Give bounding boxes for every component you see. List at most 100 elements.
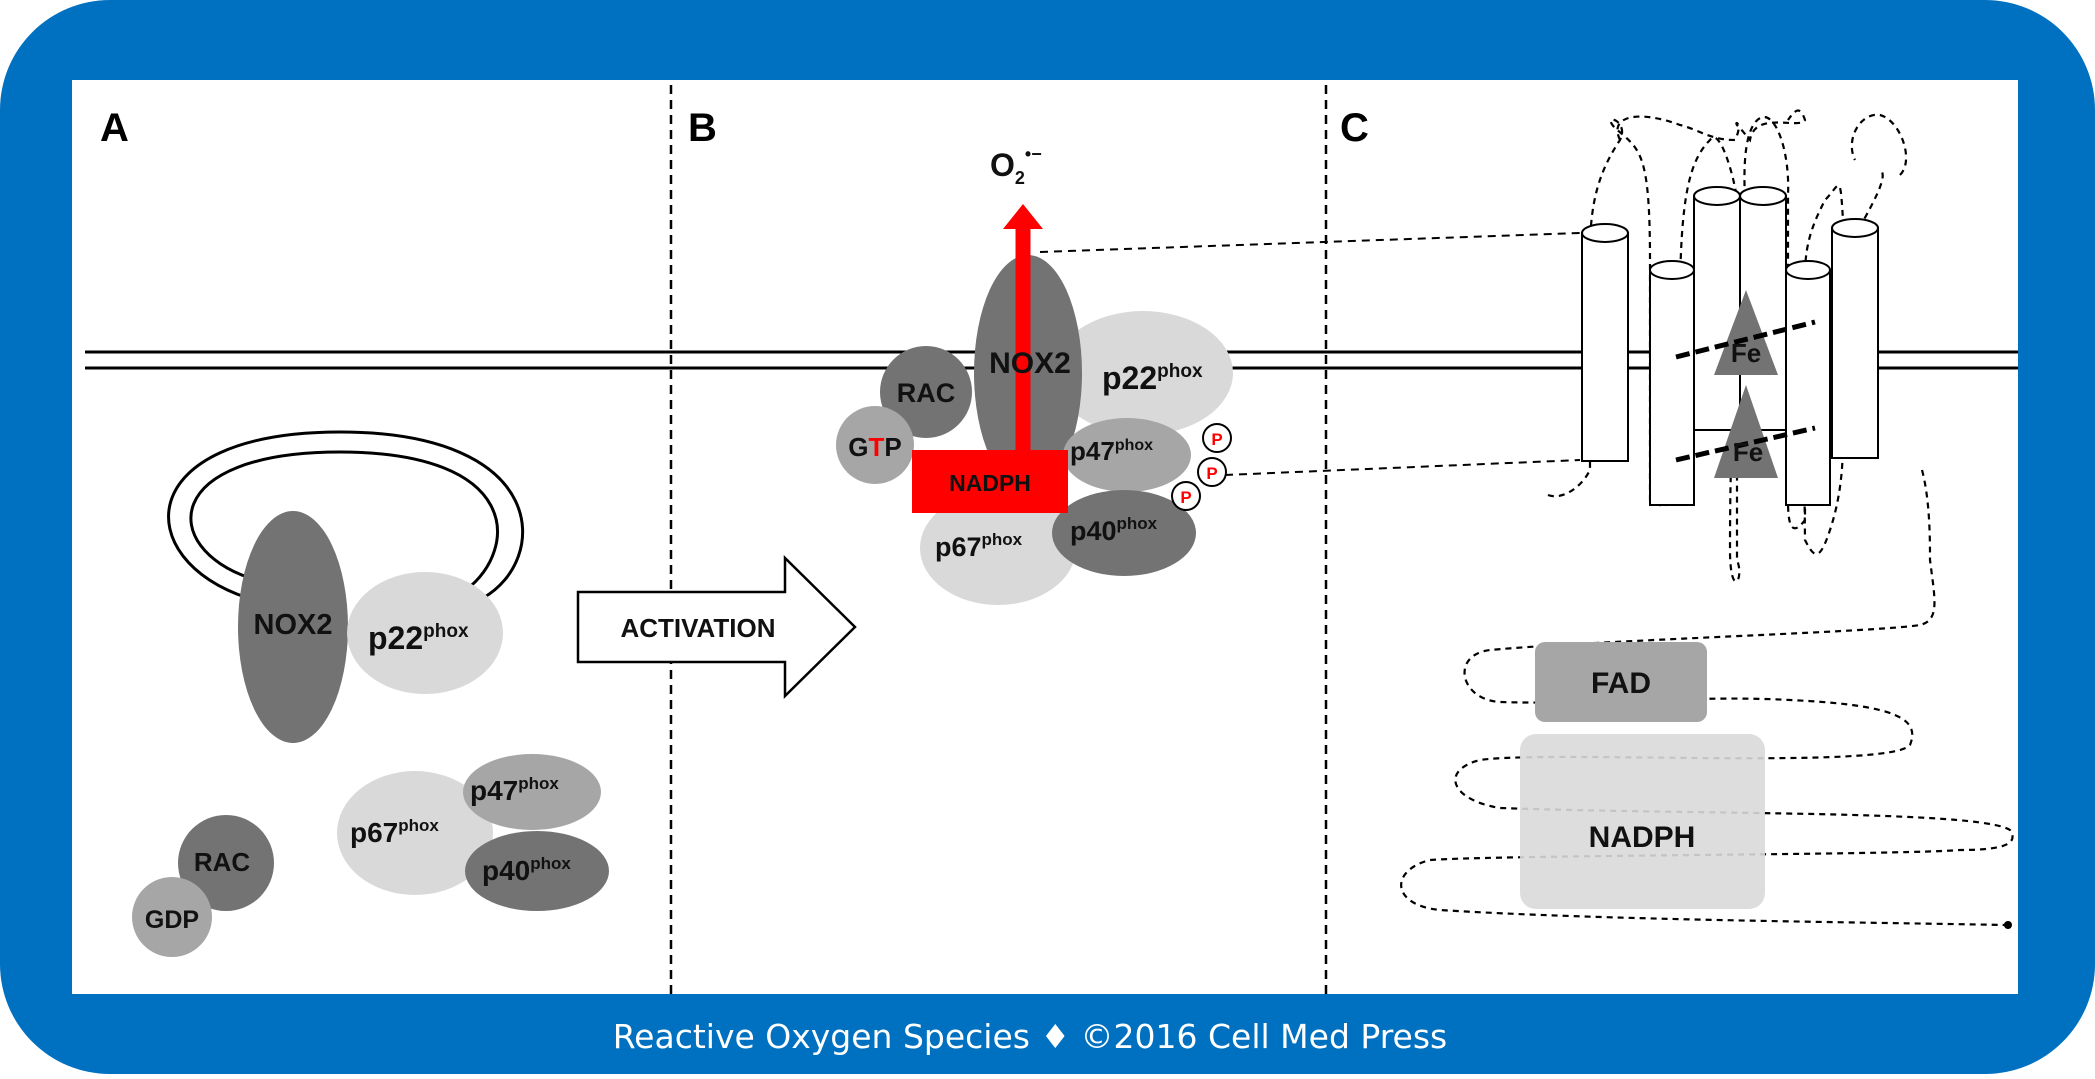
panel-b: NADPH NOX2 p22phox RAC GTP p67phox p47ph… <box>836 144 1581 605</box>
p22-ellipse-a <box>347 572 503 694</box>
rac-label-a: RAC <box>194 847 251 877</box>
p67-ellipse-b <box>920 491 1076 605</box>
p47-sup-b: phox <box>1115 437 1153 454</box>
nadph-label-c: NADPH <box>1589 821 1696 854</box>
nadph-label-b: NADPH <box>949 470 1031 496</box>
p67-base-b: p67 <box>935 532 982 562</box>
o2-sup: •− <box>1025 144 1042 164</box>
helix-2-top <box>1649 260 1695 280</box>
heme-bridge-1 <box>1675 319 1816 360</box>
helix-6 <box>1831 227 1879 459</box>
phospho-circle-2 <box>1197 457 1227 487</box>
helix-1 <box>1581 232 1629 462</box>
gdp-circle-a <box>132 877 212 957</box>
p40-ellipse-a <box>465 831 609 911</box>
p47-ellipse-a <box>463 754 601 830</box>
p22-base: p22 <box>368 620 423 656</box>
extracellular-loops <box>1616 109 1807 143</box>
p40-sup: phox <box>530 854 571 873</box>
helix-3-top <box>1693 186 1741 206</box>
phospho-circle-3 <box>1171 481 1201 511</box>
vesicle-outer <box>167 430 524 600</box>
gtp-circle-b <box>836 406 914 484</box>
p47-label-a: p47phox <box>470 774 559 806</box>
fe-label-2: Fe <box>1733 437 1763 467</box>
zoom-line-top <box>1039 232 1581 253</box>
superoxide-label: O2•− <box>990 144 1042 188</box>
heme-triangle-1 <box>1714 290 1778 375</box>
extracellular-loop-right <box>1850 113 1908 176</box>
helix-5 <box>1785 269 1831 506</box>
phospho-label-1: P <box>1211 430 1222 449</box>
gtp-t: T <box>869 432 885 462</box>
gtp-g: G <box>848 432 868 462</box>
electron-flow-arrowhead <box>1003 204 1043 229</box>
gdp-label-a: GDP <box>145 906 199 934</box>
phospho-label-2: P <box>1206 464 1217 483</box>
helix-6-top <box>1831 218 1879 238</box>
p67-label-b: p67phox <box>935 530 1023 562</box>
p22-ellipse-b <box>1053 311 1233 435</box>
fad-domain <box>1535 642 1707 722</box>
panel-a: NOX2 p22phox p67phox p47phox p40phox RAC… <box>132 430 609 957</box>
phospho-circle-1 <box>1202 423 1232 453</box>
activation-label: ACTIVATION <box>620 613 775 643</box>
fe-label-1: Fe <box>1731 338 1761 368</box>
p47-sup: phox <box>518 774 559 793</box>
helix-2 <box>1649 269 1695 506</box>
nox2-label-b: NOX2 <box>989 347 1071 380</box>
p47-base-b: p47 <box>1070 436 1115 466</box>
helix-3 <box>1693 195 1741 431</box>
p40-label-b: p40phox <box>1070 514 1158 546</box>
p40-base: p40 <box>482 855 530 886</box>
o2-base: O <box>990 147 1015 183</box>
nox2-label-a: NOX2 <box>254 609 333 641</box>
chain-terminus <box>2004 921 2012 929</box>
helix-4-top <box>1739 186 1787 206</box>
rac-label-b: RAC <box>897 378 956 408</box>
gtp-p: P <box>884 432 901 462</box>
p22-sup: phox <box>423 621 469 642</box>
p47-ellipse-b <box>1063 418 1191 492</box>
p22-label-b: p22phox <box>1102 360 1203 396</box>
panel-letter-a: A <box>100 106 129 150</box>
zoom-line-bottom <box>1224 459 1581 476</box>
nadph-domain-c <box>1520 734 1765 909</box>
cytosolic-chain <box>1400 469 2014 927</box>
nox2-ellipse-a <box>238 511 348 743</box>
p67-base: p67 <box>350 817 398 848</box>
p47-base: p47 <box>470 775 518 806</box>
panel-letter-b: B <box>688 106 717 150</box>
p40-label-a: p40phox <box>482 854 571 886</box>
p67-sup-b: phox <box>982 530 1023 549</box>
o2-sub: 2 <box>1015 168 1025 188</box>
rac-circle-a <box>178 815 274 911</box>
footer-credit: Reactive Oxygen Species ♦ ©2016 Cell Med… <box>613 1017 1448 1056</box>
vesicle-inner <box>189 450 499 592</box>
activation-arrow-shape <box>576 555 857 699</box>
p40-base-b: p40 <box>1070 516 1117 546</box>
rac-circle-b <box>880 346 972 438</box>
heme-triangle-2 <box>1714 385 1778 478</box>
p22-base-b: p22 <box>1102 360 1157 396</box>
heme-bridge-2 <box>1675 425 1816 463</box>
phospho-label-3: P <box>1180 488 1191 507</box>
nadph-box-b <box>912 450 1068 513</box>
p22-sup-b: phox <box>1157 361 1203 382</box>
p40-ellipse-b <box>1052 490 1196 576</box>
gtp-label-b: GTP <box>848 432 901 462</box>
polypeptide-chain <box>1547 115 1884 583</box>
p22-label-a: p22phox <box>368 620 469 656</box>
panel-c: Fe Fe NADPH FAD <box>1400 109 2014 929</box>
p40-sup-b: phox <box>1117 514 1158 533</box>
helix-1-top <box>1581 223 1629 243</box>
p67-label-a: p67phox <box>350 816 439 848</box>
p67-sup: phox <box>398 816 439 835</box>
fad-label: FAD <box>1591 667 1651 700</box>
p47-label-b: p47phox <box>1070 436 1153 466</box>
activation-arrow: ACTIVATION <box>576 555 857 699</box>
helix-5-top <box>1785 260 1831 280</box>
p67-ellipse-a <box>337 771 493 895</box>
